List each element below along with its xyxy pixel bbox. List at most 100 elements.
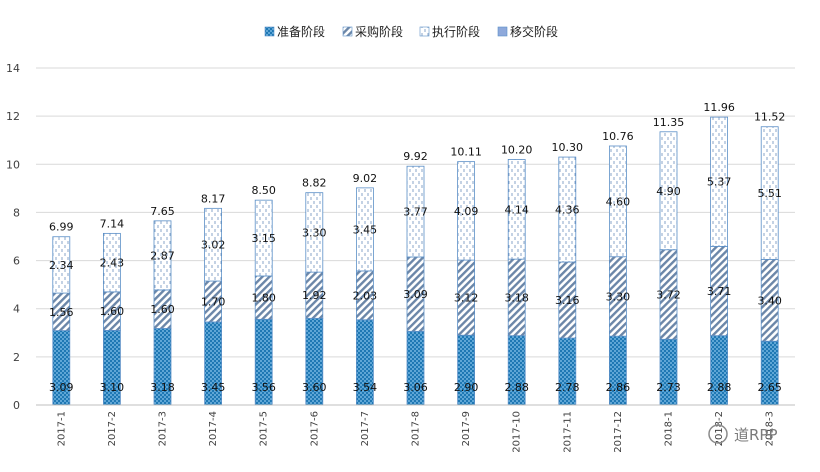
segment-value-label: 3.54 (353, 381, 378, 394)
segment-value-label: 1.60 (150, 303, 175, 316)
y-tick-label: 4 (13, 303, 20, 316)
bars (52, 116, 779, 406)
bar-segment (609, 335, 627, 406)
x-tick-label: 2018-1 (664, 411, 675, 446)
x-tick-label: 2017-3 (158, 411, 169, 446)
segment-value-label: 2.34 (49, 259, 74, 272)
segment-value-label: 4.60 (606, 195, 631, 208)
legend-swatch (419, 26, 430, 37)
bar-segment (507, 335, 526, 406)
segment-value-label: 3.45 (201, 381, 226, 394)
segment-value-label: 3.06 (403, 381, 428, 394)
segment-value-label: 1.70 (201, 295, 226, 308)
segment-value-label: 3.12 (454, 292, 479, 305)
bar-segment (355, 187, 374, 272)
bar-segment (507, 159, 526, 260)
total-value-label: 7.65 (150, 205, 175, 218)
segment-value-label: 3.02 (201, 239, 226, 252)
total-value-label: 10.11 (450, 146, 482, 159)
y-tick-label: 0 (13, 399, 20, 412)
segment-value-label: 2.03 (353, 289, 378, 302)
y-tick-label: 12 (6, 110, 20, 123)
x-tick-label: 2017-9 (461, 411, 472, 446)
x-tick-label: 2017-2 (107, 411, 118, 446)
bar-segment (305, 192, 324, 273)
segment-value-label: 2.88 (707, 381, 732, 394)
bar-segment (609, 145, 627, 258)
segment-value-label: 4.36 (555, 204, 580, 217)
y-tick-label: 2 (13, 351, 20, 364)
segment-value-label: 3.09 (403, 288, 428, 301)
segment-value-label: 3.71 (707, 285, 732, 298)
bar-segment (558, 337, 577, 406)
total-value-label: 7.14 (100, 217, 125, 230)
segment-value-label: 3.10 (100, 381, 125, 394)
x-tick-label: 2017-4 (208, 411, 219, 446)
bar-segment (52, 236, 71, 294)
x-tick-label: 2017-12 (613, 411, 624, 453)
segment-value-label: 4.09 (454, 205, 479, 218)
bar-segment (760, 340, 779, 406)
x-tick-label: 2017-8 (411, 411, 422, 446)
legend-swatch (497, 26, 508, 37)
legend-label: 采购阶段 (355, 24, 403, 39)
y-axis: 0 2 4 6 8 10 12 14 (6, 62, 20, 412)
bar-segment (558, 156, 577, 263)
segment-value-label: 2.88 (504, 381, 529, 394)
segment-value-label: 1.60 (100, 305, 125, 318)
x-axis: 2017-1 2017-2 2017-3 2017-4 2017-5 2017-6 2017… (36, 404, 795, 453)
segment-value-label: 4.90 (656, 185, 681, 198)
segment-value-label: 4.14 (504, 203, 529, 216)
total-value-label: 9.02 (353, 172, 378, 185)
segment-value-label: 2.87 (150, 249, 175, 262)
segment-value-label: 3.18 (504, 291, 529, 304)
segment-value-label: 3.15 (251, 232, 276, 245)
total-value-label: 8.17 (201, 192, 226, 205)
x-tick-label: 2018-2 (714, 411, 725, 446)
watermark: 道RPP (708, 424, 778, 444)
total-value-label: 8.82 (302, 177, 327, 190)
y-tick-label: 14 (6, 62, 20, 75)
bar-segment (659, 131, 678, 251)
watermark-logo-icon (708, 424, 728, 444)
legend-label: 执行阶段 (432, 24, 480, 39)
x-tick-label: 2017-1 (56, 411, 67, 446)
segment-value-label: 1.92 (302, 289, 327, 302)
segment-value-label: 3.30 (606, 290, 631, 303)
bar-segment (457, 334, 476, 406)
segment-value-label: 2.43 (100, 257, 125, 270)
total-value-label: 11.96 (703, 101, 735, 114)
y-tick-label: 6 (13, 255, 20, 268)
segment-value-label: 3.72 (656, 289, 681, 302)
bar-segment (204, 207, 223, 282)
bar-segment (710, 335, 728, 406)
segment-value-label: 2.65 (757, 381, 782, 394)
total-value-label: 11.52 (754, 111, 786, 124)
x-tick-label: 2017-7 (360, 411, 371, 446)
legend-label: 准备阶段 (277, 24, 325, 39)
segment-value-label: 1.56 (49, 306, 74, 319)
bar-segment (103, 232, 121, 293)
total-value-label: 10.30 (552, 141, 584, 154)
bar-segment (659, 338, 678, 406)
segment-value-label: 3.45 (353, 223, 378, 236)
segment-value-label: 1.80 (251, 292, 276, 305)
legend-label: 移交阶段 (510, 24, 558, 39)
segment-value-label: 3.60 (302, 381, 327, 394)
segment-value-label: 2.78 (555, 381, 580, 394)
y-tick-label: 10 (6, 158, 20, 171)
segment-value-label: 5.51 (757, 187, 782, 200)
y-tick-label: 8 (13, 206, 20, 219)
segment-value-label: 2.73 (656, 381, 681, 394)
total-value-label: 11.35 (653, 116, 685, 129)
x-tick-label: 2017-6 (309, 411, 320, 446)
segment-value-label: 3.30 (302, 226, 327, 239)
segment-value-label: 2.86 (606, 381, 631, 394)
segment-value-label: 3.77 (403, 206, 428, 219)
x-tick-label: 2017-10 (512, 411, 523, 453)
segment-value-label: 5.37 (707, 176, 732, 189)
x-tick-label: 2017-5 (259, 411, 270, 446)
bar-segment (457, 161, 476, 261)
